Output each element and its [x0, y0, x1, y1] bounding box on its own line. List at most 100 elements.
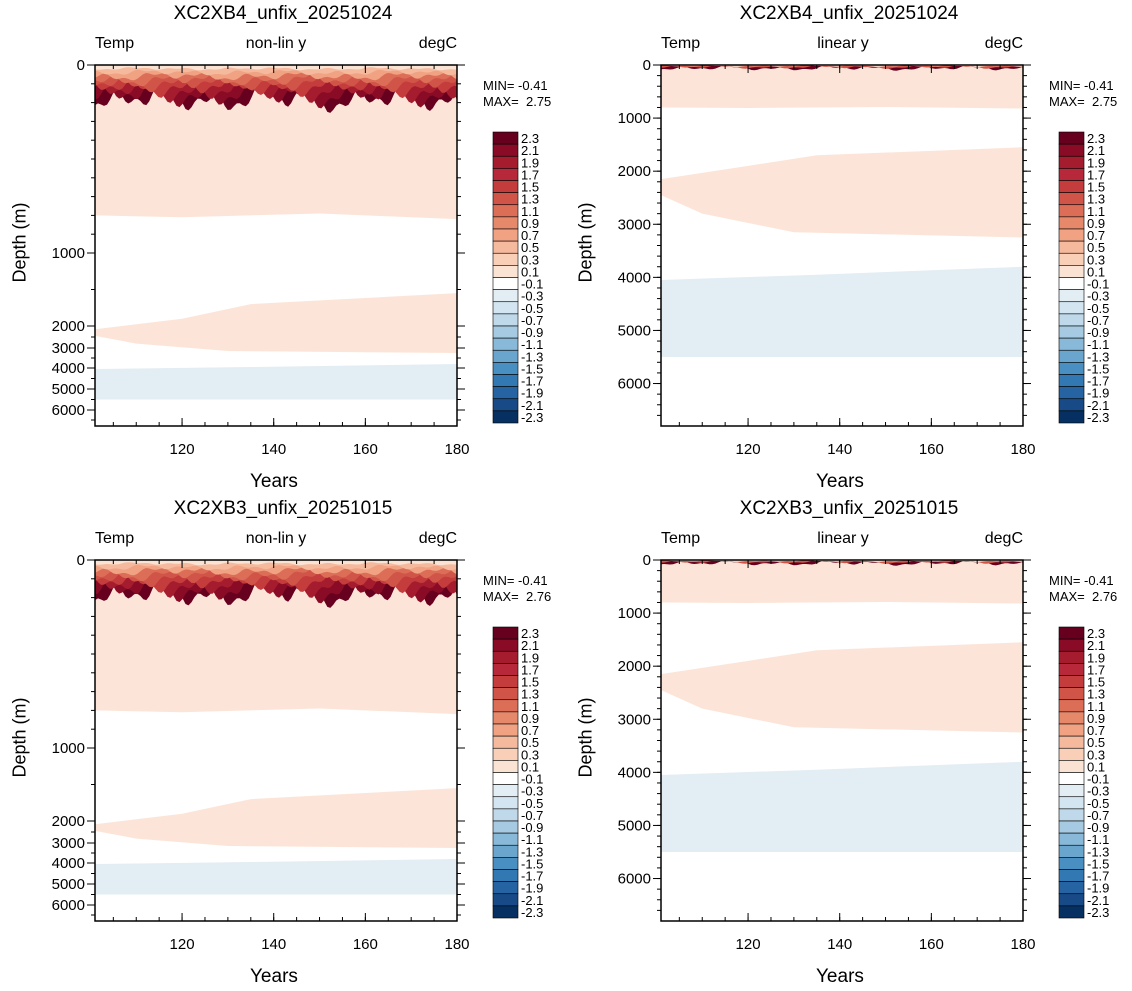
x-tick-label: 140 [827, 936, 852, 953]
colorbar-label: -0.5 [521, 796, 543, 811]
colorbar-label: 1.7 [1087, 662, 1105, 677]
y-tick-label: 5000 [52, 876, 85, 893]
colorbar-swatch [1058, 699, 1085, 713]
colorbar-swatch [1058, 820, 1085, 834]
colorbar-label: 2.1 [1087, 143, 1105, 158]
colorbar-label: -0.3 [1087, 289, 1109, 304]
colorbar-label: 1.7 [1087, 167, 1105, 182]
colorbar-swatch [492, 240, 519, 254]
colorbar-label: 0.1 [521, 264, 539, 279]
y-tick-label: 5000 [618, 322, 651, 339]
colorbar-swatch [1058, 168, 1085, 181]
min-text: MIN= -0.41 [483, 78, 548, 93]
colorbar-label: -1.5 [1087, 856, 1109, 871]
colorbar-swatch [1058, 313, 1085, 327]
colorbar-swatch [492, 313, 519, 327]
colorbar-swatch [492, 638, 519, 652]
colorbar-label: -1.1 [521, 337, 543, 352]
panel-3: 120 140 160 180 0 1000 2000 3000 4000 5000 6000 2.3… [566, 495, 1132, 990]
colorbar-swatch [1058, 155, 1085, 169]
plot-frame [660, 559, 1024, 922]
colorbar-label: -0.9 [521, 820, 543, 835]
colorbar-swatch [492, 796, 519, 810]
y-tick-label: 6000 [618, 376, 651, 393]
chart-title: XC2XB4_unfix_20251024 [739, 3, 959, 24]
warm-deep-region [95, 293, 457, 353]
colorbar-swatch [1058, 735, 1085, 749]
min-max-label: MIN= -0.41 MAX= 2.75 [1049, 78, 1117, 110]
y-tick-label: 2000 [52, 318, 85, 335]
colorbar-label: -1.5 [1087, 361, 1109, 376]
colorbar-swatch [1058, 784, 1085, 798]
colorbar-swatch [1058, 349, 1085, 363]
colorbar-label: -1.7 [521, 869, 543, 884]
x-tick-label: 120 [170, 936, 195, 953]
colorbar-swatch [1058, 808, 1085, 822]
colorbar-label: -0.1 [521, 772, 543, 787]
colorbar-swatch [1058, 410, 1085, 424]
warm-deep-region [95, 788, 457, 848]
chart-title: XC2XB3_unfix_20251015 [739, 498, 959, 519]
y-tick-label: 4000 [618, 269, 651, 286]
colorbar-label: -2.1 [521, 893, 543, 908]
y-axis-label: Depth (m) [9, 202, 30, 283]
x-tick-label: 140 [261, 936, 286, 953]
colorbar-swatch [492, 192, 519, 206]
colorbar-swatch [492, 228, 519, 242]
colorbar-label: -0.3 [521, 784, 543, 799]
colorbar-label: 2.3 [521, 626, 539, 641]
colorbar-swatch [1058, 650, 1085, 664]
colorbar-swatch [1058, 289, 1085, 303]
colorbar-swatch [492, 711, 519, 725]
max-text: MAX= 2.76 [483, 589, 552, 604]
colorbar-label: 0.5 [1087, 240, 1105, 255]
colorbar-label: 2.3 [521, 131, 539, 146]
colorbar-swatch [492, 905, 519, 919]
x-tick-label: 160 [919, 936, 944, 953]
colorbar-label: 2.3 [1087, 131, 1105, 146]
plot-frame [94, 559, 458, 922]
colorbar-label: 0.9 [521, 711, 539, 726]
colorbar-label: 0.9 [1087, 216, 1105, 231]
colorbar-swatch [492, 893, 519, 907]
colorbar-label: 0.5 [521, 735, 539, 750]
colorbar-swatch [492, 881, 519, 895]
colorbar-swatch [492, 155, 519, 169]
colorbar-label: -1.3 [1087, 349, 1109, 364]
y-tick-label: 1000 [52, 740, 85, 757]
axis-mode-label: linear y [817, 530, 869, 547]
colorbar-swatch [1058, 398, 1085, 412]
colorbar-swatch [492, 180, 519, 193]
colorbar-swatch [1058, 723, 1085, 737]
colorbar-swatch [492, 289, 519, 303]
colorbar-swatch [492, 349, 519, 363]
colorbar-swatch [492, 857, 519, 870]
y-tick-label: 4000 [52, 360, 85, 377]
axis-mode-label: non-lin y [245, 35, 307, 52]
panel-1: 120 140 160 180 0 1000 2000 3000 4000 5000 6000 2.3… [566, 0, 1132, 495]
colorbar-swatch [492, 265, 519, 278]
colorbar-swatch [1058, 747, 1085, 761]
colorbar-label: -2.3 [1087, 410, 1109, 425]
colorbar-swatch [1058, 192, 1085, 206]
colorbar-swatch [1058, 204, 1085, 218]
chart-svg: 120 140 160 180 0 1000 2000 3000 4000 5000 6000 2.3… [52, 57, 544, 458]
colorbar-swatch [1058, 760, 1085, 773]
colorbar-label: 0.9 [1087, 711, 1105, 726]
x-tick-label: 180 [1010, 441, 1035, 458]
chart-svg: 120 140 160 180 0 1000 2000 3000 4000 5000 6000 2.3… [618, 552, 1110, 953]
surface-layer [95, 65, 457, 71]
colorbar-swatch [492, 216, 519, 230]
colorbar-swatch [1058, 675, 1085, 688]
variable-label: Temp [661, 530, 701, 547]
colorbar-swatch [1058, 796, 1085, 810]
x-tick-label: 120 [736, 936, 761, 953]
colorbar-label: -1.9 [1087, 386, 1109, 401]
colorbar-label: 0.1 [521, 759, 539, 774]
colorbar-label: 1.5 [521, 180, 539, 195]
colorbar-label: 1.7 [521, 662, 539, 677]
min-text: MIN= -0.41 [483, 573, 548, 588]
colorbar-swatch [492, 784, 519, 798]
colorbar-label: -2.1 [1087, 893, 1109, 908]
colorbar-swatch [492, 398, 519, 412]
